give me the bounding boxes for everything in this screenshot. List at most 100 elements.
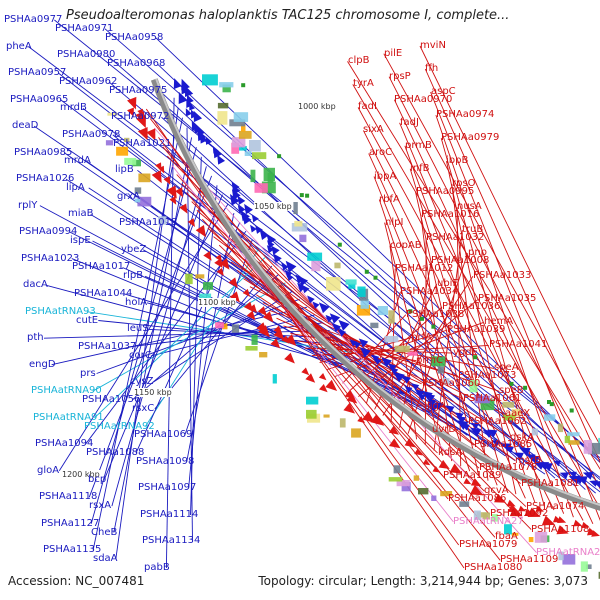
reverse-gene-label[interactable]: PSHAa1032 xyxy=(426,232,485,243)
forward-gene-label[interactable]: PSHAa1114 xyxy=(140,509,199,520)
forward-gene-label[interactable]: PSHAatRNA90 xyxy=(31,385,102,396)
forward-gene-label[interactable]: PSHAatRNA91 xyxy=(33,412,104,423)
reverse-gene-label[interactable]: fadI xyxy=(358,101,377,112)
reverse-gene-label[interactable]: nlpI xyxy=(385,217,404,228)
forward-gene-label[interactable]: PSHAa1134 xyxy=(142,535,201,546)
reverse-gene-label[interactable]: PSHAa1092 xyxy=(490,508,549,519)
reverse-gene-label[interactable]: aspC xyxy=(431,86,456,97)
forward-gene-label[interactable]: lipA xyxy=(66,182,85,193)
reverse-gene-label[interactable]: PSHAa1086 xyxy=(448,493,507,504)
reverse-gene-label[interactable]: ligA xyxy=(427,401,446,412)
reverse-gene-label[interactable]: PSHAa1085 xyxy=(474,439,533,450)
forward-gene-label[interactable]: CheB xyxy=(91,527,118,538)
reverse-gene-label[interactable]: PSHAa0979 xyxy=(441,132,500,143)
reverse-gene-label[interactable]: PSHAa1012 xyxy=(395,263,454,274)
forward-gene-label[interactable]: PSHAa0957 xyxy=(8,67,67,78)
forward-gene-label[interactable]: miaB xyxy=(68,208,94,219)
reverse-gene-label[interactable]: rpsO xyxy=(452,178,476,189)
reverse-gene-label[interactable]: PSHAa0970 xyxy=(394,94,453,105)
reverse-gene-label[interactable]: infB xyxy=(410,163,430,174)
forward-gene-label[interactable]: ybeZ xyxy=(121,244,147,255)
reverse-gene-label[interactable]: msrB xyxy=(515,455,541,466)
reverse-gene-label[interactable]: hemA xyxy=(484,316,514,327)
forward-gene-label[interactable]: PSHAa0975 xyxy=(109,85,168,96)
forward-gene-label[interactable]: PSHAa0965 xyxy=(10,94,69,105)
forward-gene-label[interactable]: rsxA xyxy=(89,500,112,511)
forward-gene-label[interactable]: dacA xyxy=(23,279,48,290)
reverse-gene-label[interactable]: ibpB xyxy=(446,155,469,166)
forward-gene-label[interactable]: pth xyxy=(27,332,44,343)
reverse-gene-label[interactable]: tyrA xyxy=(353,78,374,89)
forward-gene-label[interactable]: PSHAa1097 xyxy=(138,482,197,493)
forward-gene-label[interactable]: sdaA xyxy=(93,553,118,564)
reverse-gene-label[interactable]: rbfA xyxy=(379,194,400,205)
reverse-gene-label[interactable]: mviN xyxy=(420,40,446,51)
reverse-gene-label[interactable]: PSHAa1079 xyxy=(459,539,518,550)
forward-gene-label[interactable]: PSHAa0971 xyxy=(55,23,114,34)
forward-gene-label[interactable]: PSHAa0985 xyxy=(14,147,73,158)
forward-gene-label[interactable]: PSHAa1135 xyxy=(43,544,102,555)
reverse-gene-label[interactable]: PSHAa1108 xyxy=(531,524,590,535)
reverse-gene-label[interactable]: PSHAa1036 xyxy=(442,301,501,312)
forward-gene-label[interactable]: PSHAa1069 xyxy=(134,429,193,440)
reverse-gene-label[interactable]: speA xyxy=(494,362,519,373)
reverse-gene-label[interactable]: PSHAa1062 xyxy=(468,416,527,427)
forward-gene-label[interactable]: PSHAa0958 xyxy=(105,32,164,43)
reverse-gene-label[interactable]: prfA xyxy=(411,332,432,343)
forward-gene-label[interactable]: PSHAa0994 xyxy=(19,226,78,237)
forward-gene-label[interactable]: leuS xyxy=(127,323,149,334)
forward-gene-label[interactable]: pabB xyxy=(144,562,170,573)
reverse-gene-label[interactable]: PSHAa1089 xyxy=(443,470,502,481)
forward-gene-label[interactable]: PSHAa1118 xyxy=(39,491,98,502)
reverse-gene-label[interactable]: clpB xyxy=(348,55,370,66)
reverse-gene-label[interactable]: aroC xyxy=(369,147,393,158)
forward-gene-label[interactable]: pheA xyxy=(6,41,32,52)
reverse-gene-label[interactable]: ibpA xyxy=(374,171,397,182)
reverse-gene-label[interactable]: prmC xyxy=(416,355,444,366)
forward-gene-label[interactable]: rlpB xyxy=(123,270,144,281)
forward-gene-label[interactable]: cutE xyxy=(76,315,99,326)
reverse-gene-label[interactable]: ffh xyxy=(425,63,439,74)
forward-gene-label[interactable]: prs xyxy=(80,368,96,379)
forward-gene-label[interactable]: PSHAa1044 xyxy=(74,288,133,299)
reverse-gene-label[interactable]: PSHAa1035 xyxy=(478,293,537,304)
forward-gene-label[interactable]: PSHAa0978 xyxy=(62,129,121,140)
forward-gene-label[interactable]: grxA xyxy=(117,191,140,202)
reverse-gene-label[interactable]: PSHAa1073 xyxy=(458,370,517,381)
reverse-gene-label[interactable]: PSHAa1109 xyxy=(500,554,559,565)
reverse-gene-label[interactable]: speB xyxy=(499,385,524,396)
forward-gene-label[interactable]: corC xyxy=(129,350,152,361)
reverse-gene-label[interactable]: pilE xyxy=(384,48,403,59)
reverse-gene-label[interactable]: gcvA xyxy=(484,485,509,496)
forward-gene-label[interactable]: bcp xyxy=(88,474,107,485)
reverse-gene-label[interactable]: PSHAa1080 xyxy=(464,562,523,573)
forward-gene-label[interactable]: PSHAa0972 xyxy=(111,111,170,122)
forward-gene-label[interactable]: PSHAa1098 xyxy=(136,456,195,467)
reverse-gene-label[interactable]: ygdE xyxy=(453,347,478,358)
reverse-gene-label[interactable]: prmB xyxy=(405,140,432,151)
reverse-gene-label[interactable]: copAB xyxy=(390,240,422,251)
forward-gene-label[interactable]: PSHAatRNA92 xyxy=(84,421,155,432)
reverse-gene-label[interactable]: uvrD xyxy=(432,424,457,435)
reverse-gene-label[interactable]: PSHAa1008 xyxy=(431,255,490,266)
reverse-gene-label[interactable]: truB xyxy=(462,224,484,235)
reverse-gene-label[interactable]: dskA xyxy=(510,432,535,443)
forward-gene-label[interactable]: mrdB xyxy=(60,102,87,113)
forward-gene-label[interactable]: PSHAa1056 xyxy=(82,394,141,405)
forward-gene-label[interactable]: gloA xyxy=(37,465,60,476)
reverse-gene-label[interactable]: PSHAa1033 xyxy=(473,270,532,281)
reverse-gene-label[interactable]: PSHAatRNA26 xyxy=(536,547,600,558)
reverse-gene-label[interactable]: PSHAa1034 xyxy=(400,286,459,297)
forward-gene-label[interactable]: PSHAa1018 xyxy=(119,217,178,228)
forward-gene-label[interactable]: PSHAa0962 xyxy=(59,76,118,87)
reverse-gene-label[interactable]: PSHAatRNA27 xyxy=(453,516,524,527)
reverse-gene-label[interactable]: PSHAa1060 xyxy=(422,378,481,389)
forward-gene-label[interactable]: PSHAa1017 xyxy=(72,261,131,272)
reverse-gene-label[interactable]: sixA xyxy=(363,124,384,135)
reverse-gene-label[interactable]: PSHAa1078 xyxy=(479,462,538,473)
forward-gene-label[interactable]: PSHAa1127 xyxy=(41,518,100,529)
reverse-gene-label[interactable]: PSHAa1038 xyxy=(406,309,465,320)
reverse-gene-label[interactable]: fadJ xyxy=(400,117,419,128)
forward-gene-label[interactable]: PSHAa1021 xyxy=(113,138,172,149)
